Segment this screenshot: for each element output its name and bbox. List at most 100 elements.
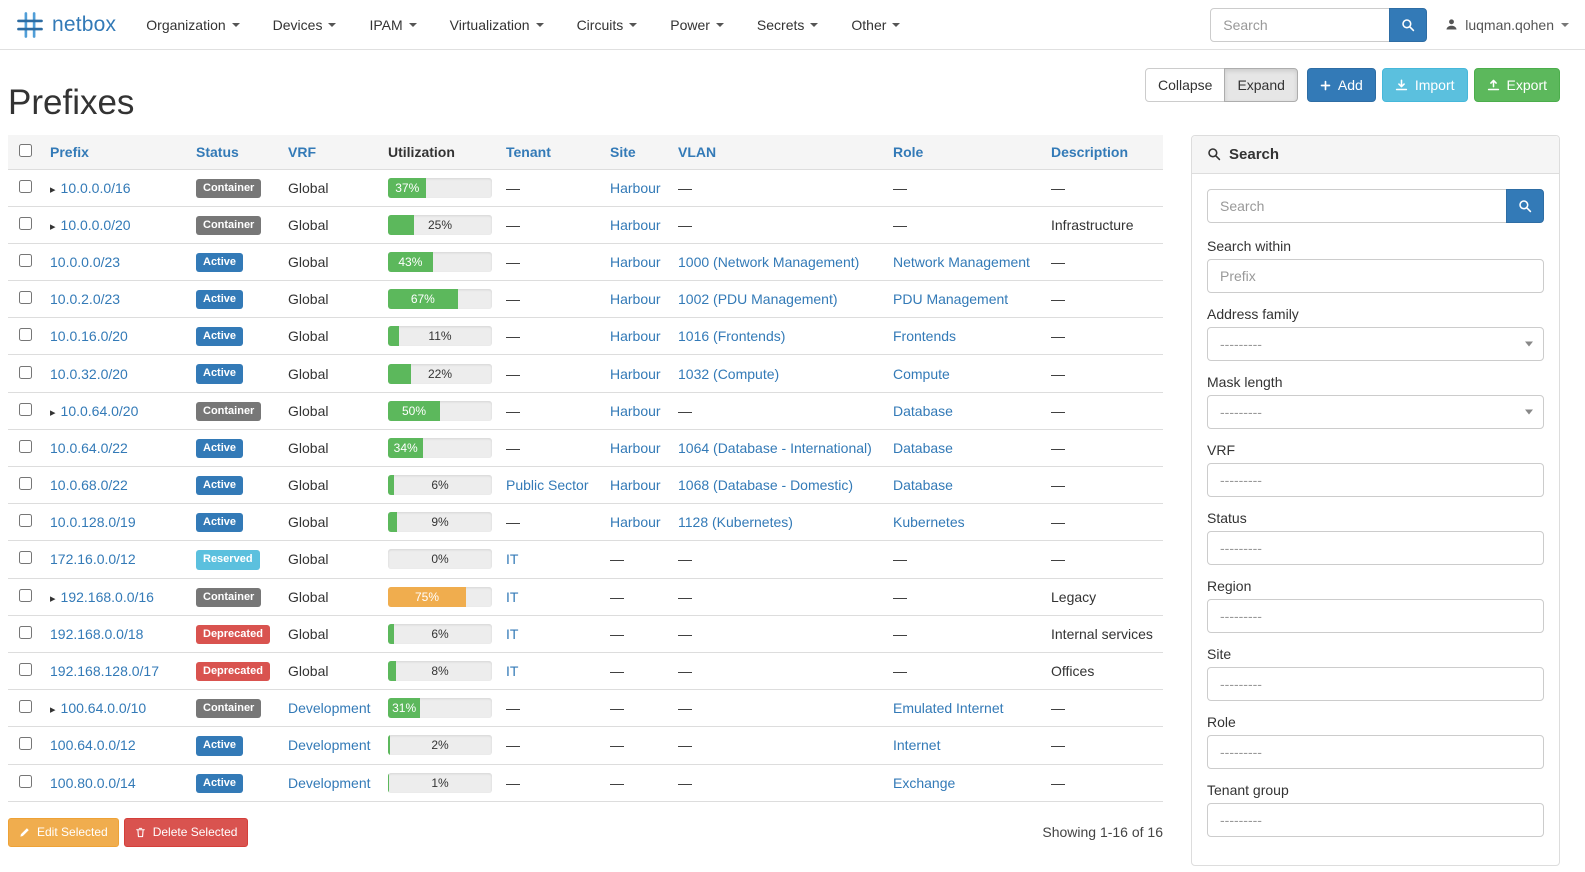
row-checkbox[interactable] bbox=[19, 439, 32, 453]
prefix-link[interactable]: 192.168.128.0/17 bbox=[50, 663, 159, 680]
role-link[interactable]: Compute bbox=[893, 365, 950, 382]
column-header-prefix[interactable]: Prefix bbox=[50, 143, 89, 160]
nav-item-secrets[interactable]: Secrets bbox=[757, 17, 819, 33]
row-checkbox[interactable] bbox=[19, 737, 32, 751]
select-all-checkbox[interactable] bbox=[19, 143, 32, 157]
role-link[interactable]: Exchange bbox=[893, 774, 956, 791]
expand-children-icon[interactable]: ▸ bbox=[50, 704, 56, 717]
row-checkbox[interactable] bbox=[19, 625, 32, 639]
row-checkbox[interactable] bbox=[19, 588, 32, 602]
prefix-link[interactable]: 10.0.64.0/22 bbox=[50, 439, 128, 456]
status-select[interactable]: --------- bbox=[1207, 530, 1544, 565]
export-button[interactable]: Export bbox=[1473, 68, 1560, 102]
expand-button[interactable]: Expand bbox=[1224, 68, 1298, 102]
prefix-link[interactable]: 192.168.0.0/16 bbox=[60, 588, 154, 605]
tenant-link[interactable]: IT bbox=[506, 625, 519, 642]
tenant-group-select[interactable]: --------- bbox=[1207, 802, 1544, 837]
vlan-link[interactable]: 1032 (Compute) bbox=[678, 365, 780, 382]
site-select[interactable]: --------- bbox=[1207, 666, 1544, 701]
nav-item-power[interactable]: Power bbox=[670, 17, 724, 33]
vrf-link[interactable]: Development bbox=[288, 700, 371, 717]
site-link[interactable]: Harbour bbox=[610, 439, 661, 456]
row-checkbox[interactable] bbox=[19, 253, 32, 267]
nav-item-devices[interactable]: Devices bbox=[273, 17, 337, 33]
site-link[interactable]: Harbour bbox=[610, 477, 661, 494]
delete-selected-button[interactable]: Delete Selected bbox=[123, 817, 249, 847]
site-link[interactable]: Harbour bbox=[610, 328, 661, 345]
row-checkbox[interactable] bbox=[19, 328, 32, 342]
role-link[interactable]: Database bbox=[893, 402, 953, 419]
row-checkbox[interactable] bbox=[19, 365, 32, 379]
nav-item-circuits[interactable]: Circuits bbox=[577, 17, 638, 33]
navbar-search-input[interactable] bbox=[1210, 7, 1391, 42]
tenant-link[interactable]: IT bbox=[506, 663, 519, 680]
site-link[interactable]: Harbour bbox=[610, 179, 661, 196]
row-checkbox[interactable] bbox=[19, 663, 32, 677]
role-link[interactable]: Frontends bbox=[893, 328, 957, 345]
prefix-link[interactable]: 100.64.0.0/12 bbox=[50, 737, 136, 754]
user-menu[interactable]: luqman.qohen bbox=[1445, 17, 1569, 33]
prefix-link[interactable]: 10.0.0.0/20 bbox=[60, 216, 131, 233]
prefix-link[interactable]: 10.0.2.0/23 bbox=[50, 291, 121, 308]
vlan-link[interactable]: 1000 (Network Management) bbox=[678, 253, 860, 270]
vrf-link[interactable]: Development bbox=[288, 737, 371, 754]
row-checkbox[interactable] bbox=[19, 551, 32, 565]
tenant-link[interactable]: Public Sector bbox=[506, 477, 589, 494]
column-header-tenant[interactable]: Tenant bbox=[506, 143, 551, 160]
tenant-link[interactable]: IT bbox=[506, 588, 519, 605]
prefix-link[interactable]: 10.0.128.0/19 bbox=[50, 514, 136, 531]
vlan-link[interactable]: 1064 (Database - International) bbox=[678, 439, 872, 456]
nav-item-virtualization[interactable]: Virtualization bbox=[450, 17, 544, 33]
filter-search-input[interactable] bbox=[1207, 188, 1507, 223]
role-link[interactable]: Kubernetes bbox=[893, 514, 965, 531]
row-checkbox[interactable] bbox=[19, 477, 32, 491]
column-header-role[interactable]: Role bbox=[893, 143, 924, 160]
expand-children-icon[interactable]: ▸ bbox=[50, 406, 56, 419]
prefix-link[interactable]: 10.0.68.0/22 bbox=[50, 477, 128, 494]
edit-selected-button[interactable]: Edit Selected bbox=[8, 817, 119, 847]
row-checkbox[interactable] bbox=[19, 774, 32, 788]
vlan-link[interactable]: 1068 (Database - Domestic) bbox=[678, 477, 854, 494]
address-family-select[interactable]: --------- bbox=[1207, 326, 1544, 361]
prefix-link[interactable]: 10.0.0.0/16 bbox=[60, 179, 131, 196]
role-link[interactable]: Emulated Internet bbox=[893, 700, 1004, 717]
column-header-vlan[interactable]: VLAN bbox=[678, 143, 717, 160]
prefix-link[interactable]: 10.0.16.0/20 bbox=[50, 328, 128, 345]
site-link[interactable]: Harbour bbox=[610, 291, 661, 308]
mask-length-select[interactable]: --------- bbox=[1207, 394, 1544, 429]
prefix-link[interactable]: 192.168.0.0/18 bbox=[50, 625, 144, 642]
role-link[interactable]: Database bbox=[893, 439, 953, 456]
site-link[interactable]: Harbour bbox=[610, 253, 661, 270]
site-link[interactable]: Harbour bbox=[610, 514, 661, 531]
collapse-button[interactable]: Collapse bbox=[1144, 68, 1226, 102]
site-link[interactable]: Harbour bbox=[610, 365, 661, 382]
nav-item-organization[interactable]: Organization bbox=[146, 17, 240, 33]
vlan-link[interactable]: 1128 (Kubernetes) bbox=[678, 514, 793, 531]
import-button[interactable]: Import bbox=[1381, 68, 1468, 102]
vlan-link[interactable]: 1016 (Frontends) bbox=[678, 328, 786, 345]
prefix-link[interactable]: 100.64.0.0/10 bbox=[60, 700, 147, 717]
vrf-link[interactable]: Development bbox=[288, 774, 371, 791]
column-header-status[interactable]: Status bbox=[196, 143, 239, 160]
row-checkbox[interactable] bbox=[19, 402, 32, 416]
vlan-link[interactable]: 1002 (PDU Management) bbox=[678, 291, 838, 308]
column-header-site[interactable]: Site bbox=[610, 143, 636, 160]
role-select[interactable]: --------- bbox=[1207, 734, 1544, 769]
row-checkbox[interactable] bbox=[19, 216, 32, 230]
column-header-description[interactable]: Description bbox=[1051, 143, 1129, 160]
column-header-vrf[interactable]: VRF bbox=[288, 143, 316, 160]
site-link[interactable]: Harbour bbox=[610, 216, 661, 233]
nav-item-ipam[interactable]: IPAM bbox=[369, 17, 417, 33]
role-link[interactable]: PDU Management bbox=[893, 291, 1009, 308]
row-checkbox[interactable] bbox=[19, 700, 32, 714]
region-select[interactable]: --------- bbox=[1207, 598, 1544, 633]
prefix-link[interactable]: 10.0.64.0/20 bbox=[60, 402, 139, 419]
tenant-link[interactable]: IT bbox=[506, 551, 519, 568]
role-link[interactable]: Database bbox=[893, 477, 953, 494]
prefix-link[interactable]: 10.0.32.0/20 bbox=[50, 365, 128, 382]
row-checkbox[interactable] bbox=[19, 179, 32, 193]
expand-children-icon[interactable]: ▸ bbox=[50, 183, 56, 196]
role-link[interactable]: Network Management bbox=[893, 253, 1030, 270]
prefix-link[interactable]: 100.80.0.0/14 bbox=[50, 774, 136, 791]
role-link[interactable]: Internet bbox=[893, 737, 941, 754]
